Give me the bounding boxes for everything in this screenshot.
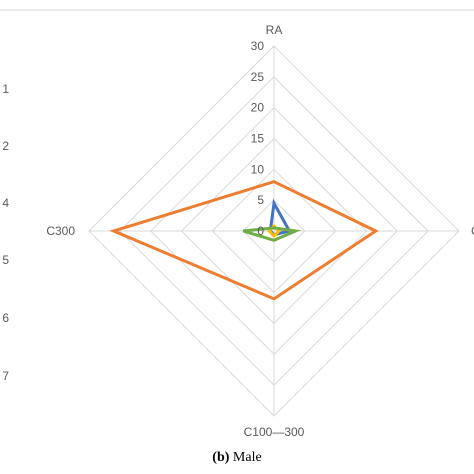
tick-label-25: 25 bbox=[251, 70, 265, 84]
tick-label-20: 20 bbox=[251, 101, 265, 115]
axis-label-0: RA bbox=[266, 23, 283, 37]
figure-caption: (b) Male bbox=[0, 450, 474, 466]
tick-label-15: 15 bbox=[251, 132, 265, 146]
caption-text: Male bbox=[229, 450, 262, 465]
series-3 bbox=[242, 226, 302, 242]
tick-label-0: 0 bbox=[257, 224, 264, 238]
radar-grid bbox=[88, 45, 460, 417]
legend: 1 2 4 5 6 7 bbox=[2, 82, 9, 383]
axis-label-1: C bbox=[471, 224, 474, 238]
tick-label-30: 30 bbox=[251, 39, 265, 53]
legend-label-4: 6 bbox=[2, 311, 9, 325]
legend-label-5: 7 bbox=[2, 369, 9, 383]
series-0 bbox=[109, 180, 379, 301]
legend-label-0: 1 bbox=[2, 82, 9, 96]
axis-label-2: C100—300 bbox=[244, 425, 305, 439]
tick-label-5: 5 bbox=[257, 193, 264, 207]
tick-label-10: 10 bbox=[251, 162, 265, 176]
legend-label-1: 2 bbox=[2, 139, 9, 153]
legend-label-3: 5 bbox=[2, 253, 9, 267]
radar-series bbox=[109, 180, 379, 301]
legend-label-2: 4 bbox=[2, 196, 9, 210]
caption-letter: (b) bbox=[212, 450, 230, 465]
axis-label-3: C300 bbox=[46, 224, 75, 238]
